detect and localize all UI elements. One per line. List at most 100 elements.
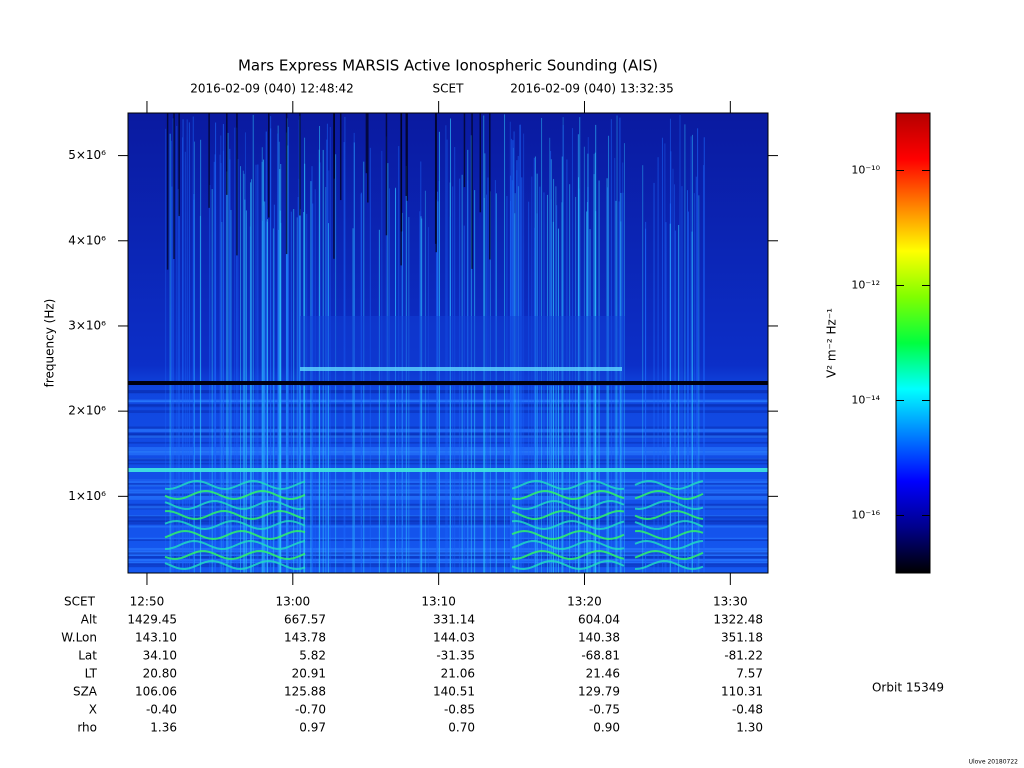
texture (227, 132, 229, 573)
texture (312, 203, 314, 573)
ephemeris-value: -0.48 (732, 703, 763, 717)
texture (687, 211, 689, 573)
colorbar-frame (895, 112, 931, 574)
texture (489, 113, 491, 260)
texture (214, 154, 216, 573)
texture (296, 217, 298, 573)
x-tick-label: 13:00 (276, 595, 311, 609)
texture (164, 479, 306, 491)
texture (595, 211, 597, 573)
texture (128, 505, 768, 509)
texture (128, 558, 768, 562)
texture (128, 554, 768, 557)
texture (244, 132, 246, 573)
texture (672, 168, 674, 573)
chart-title: Mars Express MARSIS Active Ionospheric S… (238, 57, 658, 75)
texture (645, 228, 647, 573)
texture (352, 228, 354, 573)
ephemeris-value: -0.70 (295, 703, 326, 717)
texture (220, 162, 222, 573)
texture (128, 495, 768, 499)
texture (164, 550, 306, 560)
texture (264, 201, 266, 573)
texture (427, 227, 429, 573)
texture (299, 113, 301, 216)
texture (634, 480, 704, 490)
texture (164, 490, 306, 501)
texture (178, 213, 180, 573)
texture (226, 113, 228, 195)
texture (164, 510, 306, 520)
texture (178, 113, 180, 217)
texture (128, 468, 768, 472)
texture (128, 458, 768, 462)
texture (208, 113, 210, 208)
texture (333, 113, 335, 259)
texture (528, 201, 530, 573)
ephemeris-label: rho (77, 721, 97, 735)
orbit: Orbit 15349 (872, 681, 944, 695)
ephemeris-label: Alt (81, 613, 98, 627)
texture (172, 118, 174, 573)
texture (534, 227, 536, 573)
texture (634, 560, 704, 570)
texture (463, 113, 466, 188)
texture (265, 131, 267, 573)
texture (261, 161, 263, 573)
texture (511, 490, 625, 500)
y-tick-label: 4×10⁶ (68, 233, 106, 247)
texture (511, 500, 625, 510)
texture (586, 211, 588, 573)
texture (128, 537, 768, 540)
texture (299, 209, 301, 573)
texture (128, 525, 768, 528)
texture (434, 113, 437, 244)
ephemeris-label: LT (85, 667, 98, 681)
texture (303, 212, 305, 573)
texture (209, 185, 211, 573)
texture (263, 159, 265, 573)
texture (634, 540, 704, 551)
texture (128, 462, 768, 465)
texture (406, 113, 409, 201)
texture (408, 217, 410, 573)
texture (128, 399, 768, 403)
ephemeris-value: 604.04 (578, 613, 620, 627)
texture (128, 563, 768, 566)
texture (222, 123, 224, 573)
texture (339, 113, 342, 201)
ephemeris-value: 667.57 (284, 613, 326, 627)
texture (165, 128, 167, 573)
ephemeris-value: 140.38 (578, 631, 620, 645)
ephemeris-label: W.Lon (61, 631, 97, 645)
colorbar-tick-label: 10⁻¹⁰ (851, 164, 880, 177)
ephemeris-value: 0.90 (593, 721, 620, 735)
ephemeris-value: 129.79 (578, 685, 620, 699)
texture (128, 556, 768, 559)
y-tick-label: 5×10⁶ (68, 148, 106, 162)
texture (657, 157, 659, 573)
ephemeris-value: 21.46 (586, 667, 620, 681)
ephemeris-value: -0.40 (146, 703, 177, 717)
texture (385, 113, 388, 236)
end-time: 2016-02-09 (040) 13:32:35 (510, 82, 674, 96)
texture (182, 119, 184, 573)
texture (244, 199, 246, 573)
texture (186, 119, 188, 573)
texture (400, 113, 402, 266)
texture (236, 113, 238, 256)
texture (703, 137, 705, 573)
texture (166, 113, 169, 270)
texture (402, 231, 404, 573)
texture (128, 552, 768, 555)
x-tick-label: 13:30 (713, 595, 748, 609)
texture (128, 493, 768, 496)
texture (298, 178, 300, 573)
texture (237, 159, 239, 573)
texture (192, 116, 194, 573)
texture (684, 124, 686, 573)
texture (293, 209, 295, 573)
texture (250, 182, 252, 573)
texture (245, 210, 247, 573)
